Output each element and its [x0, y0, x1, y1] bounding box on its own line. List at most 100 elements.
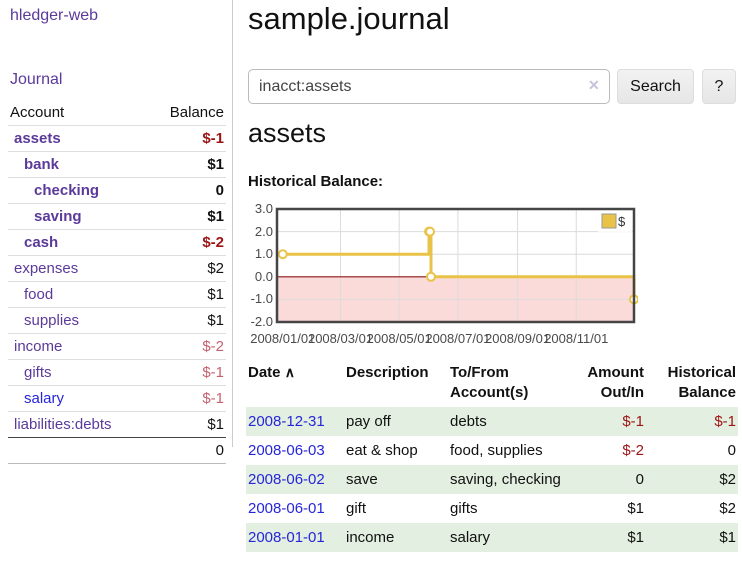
data-point-marker[interactable]	[425, 271, 436, 282]
account-row: income $-2	[8, 333, 226, 360]
transaction-date-cell: 2008-06-01	[246, 494, 344, 523]
transaction-date-link[interactable]: 2008-06-02	[248, 470, 325, 488]
search-form: ✕ Search ?	[248, 69, 740, 104]
account-row: salary $-1	[8, 385, 226, 412]
transaction-accounts: food, supplies	[450, 441, 543, 459]
transaction-amount: $1	[627, 499, 644, 517]
accounts-total-spacer	[8, 437, 149, 464]
help-button[interactable]: ?	[702, 69, 736, 104]
account-row: gifts $-1	[8, 359, 226, 386]
data-point-marker[interactable]	[425, 226, 435, 237]
transaction-amount: $-2	[622, 441, 644, 459]
sidebar-item-journal[interactable]: Journal	[10, 71, 63, 88]
transaction-date-cell: 2008-06-02	[246, 464, 344, 494]
transaction-row: 2008-01-01 income salary $1 $1	[246, 522, 738, 552]
y-axis-tick-label: -1.0	[250, 291, 273, 307]
y-axis-tick-label: -2.0	[250, 314, 273, 329]
account-balance: $1	[148, 151, 226, 178]
account-link[interactable]: salary	[24, 390, 65, 407]
account-balance: $-2	[148, 229, 226, 256]
transaction-balance: $2	[719, 499, 736, 517]
transaction-description: save	[344, 464, 448, 494]
balance-chart-svg[interactable]: $	[246, 203, 638, 329]
account-balance: $1	[148, 281, 226, 308]
account-row: food $1	[8, 281, 226, 308]
account-link[interactable]: bank	[24, 156, 60, 173]
transaction-row: 2008-06-02 save saving, checking 0 $2	[246, 464, 738, 494]
data-point-marker[interactable]	[277, 249, 288, 260]
account-balance: $1	[148, 203, 226, 230]
transaction-balance: $2	[646, 464, 738, 494]
account-balance: $1	[148, 411, 226, 438]
transaction-date-link[interactable]: 2008-06-01	[248, 499, 325, 517]
transaction-accounts: gifts	[450, 499, 478, 517]
transaction-amount: $-1	[569, 406, 646, 436]
transaction-row: 2008-12-31 pay off debts $-1 $-1	[246, 406, 738, 436]
transaction-accounts: debts	[448, 406, 569, 436]
account-row: expenses $2	[8, 255, 226, 282]
account-link[interactable]: gifts	[24, 364, 52, 381]
accounts-table: Account Balance assets $-1 bank $1 checking 0…	[8, 100, 226, 464]
chart-heading: Historical Balance:	[248, 173, 384, 190]
x-axis-tick-label: 2008/11/01	[544, 331, 609, 346]
account-row: supplies $1	[8, 307, 226, 334]
account-balance: $-2	[148, 333, 226, 360]
transaction-date-cell: 2008-12-31	[246, 406, 344, 436]
historical-balance-chart[interactable]: $ 3.0 2.0 1.0 0.0 -1.0 -2.0 2008/01/01 2008/03/…	[246, 201, 638, 353]
transaction-description: income	[344, 522, 448, 552]
col-balance: Historical Balance	[667, 364, 736, 402]
account-link[interactable]: liabilities:debts	[14, 416, 112, 433]
sort-ascending-icon[interactable]: ∧	[284, 364, 295, 380]
accounts-total-value: 0	[148, 437, 226, 464]
col-description: Description	[346, 364, 429, 381]
search-button[interactable]: Search	[617, 69, 694, 104]
account-link[interactable]: expenses	[14, 260, 79, 277]
sidebar: hledger-web Journal Account Balance asse…	[0, 0, 233, 464]
account-row: liabilities:debts $1	[8, 411, 226, 438]
transactions-header-row: Date ∧ Description To/From Account(s) Amo…	[246, 360, 738, 407]
col-date[interactable]: Date ∧	[248, 364, 295, 381]
transaction-balance: $1	[646, 522, 738, 552]
account-balance: 0	[148, 177, 226, 204]
account-link[interactable]: income	[14, 338, 63, 355]
y-axis-tick-label: 0.0	[254, 268, 273, 284]
account-row: saving $1	[8, 203, 226, 230]
account-link[interactable]: saving	[34, 208, 82, 225]
transaction-description: pay off	[344, 406, 448, 436]
accounts-col-account: Account	[10, 104, 65, 121]
account-balance: $1	[148, 307, 226, 334]
account-row: assets $-1	[8, 125, 226, 152]
transaction-amount: $1	[569, 522, 646, 552]
transaction-row: 2008-06-01 gift gifts $1 $2	[246, 494, 738, 523]
account-link[interactable]: assets	[14, 130, 61, 147]
transaction-balance: $-1	[646, 406, 738, 436]
account-balance: $2	[148, 255, 226, 282]
col-accounts: To/From Account(s)	[450, 364, 529, 402]
account-row: checking 0	[8, 177, 226, 204]
transaction-date-cell: 2008-06-03	[246, 436, 344, 465]
clear-search-icon[interactable]: ✕	[588, 77, 600, 93]
account-link[interactable]: cash	[24, 234, 59, 251]
col-amount: Amount Out/In	[587, 364, 644, 402]
transaction-accounts: saving, checking	[448, 464, 569, 494]
account-link[interactable]: food	[24, 286, 54, 303]
transaction-date-link[interactable]: 2008-06-03	[248, 441, 325, 459]
y-axis-tick-label: 2.0	[254, 223, 273, 239]
legend-color-swatch	[601, 213, 617, 229]
search-input[interactable]	[248, 69, 610, 104]
transaction-row: 2008-06-03 eat & shop food, supplies $-2 0	[246, 436, 738, 465]
plot-border	[275, 207, 636, 324]
x-axis-tick-label: 2008/07/01	[425, 331, 491, 346]
account-row: cash $-2	[8, 229, 226, 256]
account-link[interactable]: checking	[34, 182, 100, 199]
accounts-col-balance: Balance	[169, 104, 224, 121]
transaction-date-link[interactable]: 2008-01-01	[248, 528, 325, 546]
account-row: bank $1	[8, 151, 226, 178]
transaction-date-link[interactable]: 2008-12-31	[248, 412, 325, 430]
page-title: sample.journal	[248, 1, 450, 36]
x-axis-tick-label: 2008/09/01	[485, 331, 551, 346]
brand-link[interactable]: hledger-web	[10, 7, 99, 24]
account-link[interactable]: supplies	[24, 312, 80, 329]
transaction-balance: 0	[727, 441, 736, 459]
